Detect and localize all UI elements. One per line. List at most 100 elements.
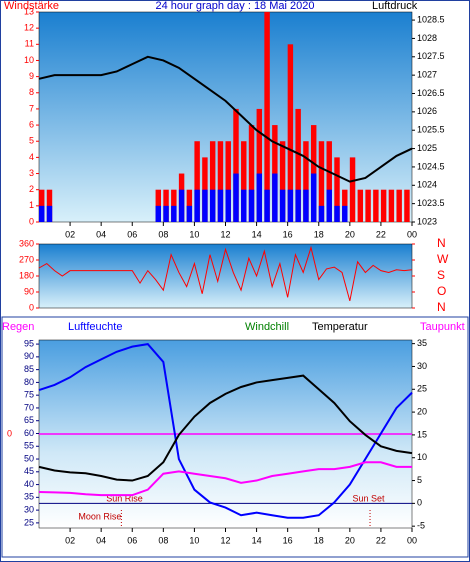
bar [217, 141, 224, 222]
y2-tick-label: 1024.5 [417, 161, 445, 171]
line [38, 461, 412, 497]
y-tick-label: 30 [24, 504, 34, 514]
bar [155, 205, 162, 222]
y-tick-label: 1 [29, 200, 34, 210]
y-tick-label: 6 [29, 119, 34, 129]
y2-tick-label: O [437, 284, 446, 298]
bar [217, 189, 224, 222]
x-tick-label: 16 [283, 229, 293, 239]
y-tick-label: 2 [29, 184, 34, 194]
x-tick-label: 18 [314, 229, 324, 239]
bar [46, 205, 53, 222]
y-tick-label: 13 [24, 6, 34, 16]
y2-tick-label: 1027.5 [417, 51, 445, 61]
legend-label: Temperatur [312, 321, 368, 333]
y-tick-label: 3 [29, 168, 34, 178]
y-tick-label: 70 [24, 402, 34, 412]
bar [349, 157, 356, 222]
y2-tick-label: 1024 [417, 180, 437, 190]
bar [279, 141, 286, 222]
x-tick-label: 16 [283, 535, 293, 545]
bar [334, 157, 340, 222]
bar [241, 189, 247, 222]
legend-label: Regen [2, 321, 34, 333]
y-tick-label: 360 [19, 238, 34, 248]
x-tick-label: 02 [65, 535, 75, 545]
y2-tick-label: 0 [417, 498, 422, 508]
y-tick-label: 4 [29, 152, 34, 162]
y-tick-label: 45 [24, 466, 34, 476]
bar [248, 189, 255, 222]
bar [318, 141, 325, 222]
x-tick-label: 06 [127, 535, 137, 545]
y2-tick-label: 15 [417, 429, 427, 439]
y-tick-label: 80 [24, 377, 34, 387]
y-tick-label: 60 [24, 428, 34, 438]
bar [248, 125, 255, 222]
bar [171, 205, 177, 222]
y2-tick-label: W [437, 252, 449, 266]
x-tick-label: 04 [96, 229, 106, 239]
y-tick-label: 0 [29, 302, 34, 312]
y2-tick-label: 1028.5 [417, 14, 445, 24]
y-tick-label: 5 [29, 136, 34, 146]
y2-tick-label: S [437, 268, 445, 282]
y-tick-label: 90 [24, 351, 34, 361]
y-tick-label: 8 [29, 87, 34, 97]
y-tick-label: 65 [24, 415, 34, 425]
x-tick-label: 00 [407, 229, 417, 239]
bar [357, 189, 364, 222]
bar [310, 125, 317, 222]
bar [163, 205, 169, 222]
bar [256, 108, 263, 222]
y2-tick-label: 1025 [417, 143, 437, 153]
x-tick-label: 10 [189, 229, 199, 239]
bar [225, 141, 231, 222]
y-tick-label: 75 [24, 390, 34, 400]
bar [194, 141, 200, 222]
bar [272, 125, 278, 222]
y-tick-label: 0 [29, 216, 34, 226]
y2-tick-label: 1025.5 [417, 125, 445, 135]
y-tick-label: 10 [24, 55, 34, 65]
x-tick-label: 08 [158, 535, 168, 545]
line [38, 55, 413, 183]
y2-tick-label: 25 [417, 384, 427, 394]
y-tick-label: 50 [24, 453, 34, 463]
bar [342, 205, 348, 222]
bar [295, 189, 301, 222]
bar [256, 173, 263, 222]
y2-tick-label: 5 [417, 475, 422, 485]
y2-tick-label: 20 [417, 406, 427, 416]
x-tick-label: 20 [345, 229, 355, 239]
y2-tick-label: 1023 [417, 216, 437, 226]
y2-tick-label: 1026 [417, 106, 437, 116]
y-tick-label: 85 [24, 364, 34, 374]
x-tick-label: 10 [189, 535, 199, 545]
y-tick-label: 11 [25, 39, 34, 49]
y-axis-title: Windstärke [4, 0, 59, 12]
bar [233, 173, 239, 222]
y-tick-label: 7 [29, 103, 34, 113]
y2-tick-label: 30 [417, 361, 427, 371]
y2-tick-label: -5 [417, 521, 425, 531]
bar [233, 108, 239, 222]
y2-tick-label: 1023.5 [417, 198, 445, 208]
bar [388, 189, 395, 222]
y2-tick-label: N [437, 300, 446, 314]
bar [287, 44, 294, 222]
x-tick-label: 08 [158, 229, 168, 239]
x-tick-label: 06 [127, 229, 137, 239]
panel [1, 316, 469, 558]
line [38, 374, 413, 482]
bar [209, 189, 216, 222]
y2-tick-label: N [437, 236, 446, 250]
bar [396, 189, 402, 222]
bar [225, 189, 231, 222]
bar [287, 189, 294, 222]
x-tick-label: 18 [314, 535, 324, 545]
y2-tick-label: 1026.5 [417, 88, 445, 98]
y-tick-label: 180 [19, 270, 34, 280]
bar [186, 205, 193, 222]
